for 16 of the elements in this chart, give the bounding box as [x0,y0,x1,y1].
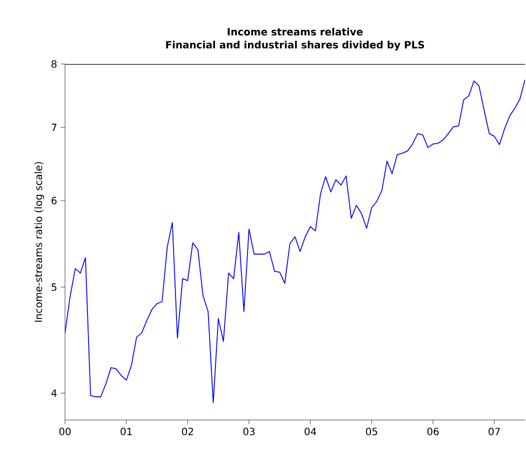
chart-subtitle: Financial and industrial shares divided by PLS [166,40,424,50]
y-tick-label: 8 [52,60,57,68]
y-axis-title: Income-streams ratio (log scale) [34,162,44,322]
x-tick-label: 05 [366,428,378,436]
x-tick-label: 07 [488,428,500,436]
y-tick-label: 6 [52,196,57,204]
y-tick-label: 5 [52,283,56,291]
chart-title: Income streams relative [228,28,363,36]
x-tick-label: 01 [120,428,132,436]
x-tick-label: 03 [243,428,255,436]
y-tick-label: 4 [51,389,57,397]
x-tick-label: 04 [304,428,316,436]
x-tick-label: 02 [182,428,194,436]
x-tick-label: 00 [59,428,71,436]
x-tick-label: 06 [427,428,439,436]
y-tick-label: 7 [52,124,56,132]
